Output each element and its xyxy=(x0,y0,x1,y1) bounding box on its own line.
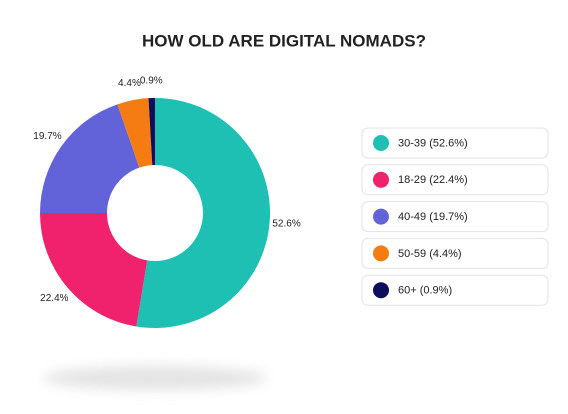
legend-box xyxy=(361,164,549,196)
data-label: 0.9% xyxy=(140,76,163,87)
slice xyxy=(136,98,271,328)
legend-swatch xyxy=(373,282,389,299)
legend-swatch xyxy=(373,171,389,188)
legend-swatch xyxy=(373,135,389,151)
legend-box xyxy=(361,127,549,159)
legend-label: 30-39 (52.6%) xyxy=(398,137,468,149)
data-label: 19.7% xyxy=(33,131,61,142)
chart-title: HOW OLD ARE DIGITAL NOMADS? xyxy=(142,31,426,50)
legend-label: 18-29 (22.4%) xyxy=(398,174,468,186)
legend-swatch xyxy=(373,208,389,225)
legend-swatch xyxy=(373,245,389,262)
slice xyxy=(40,213,148,327)
legend-box xyxy=(361,274,549,306)
legend-label: 50-59 (4.4%) xyxy=(398,248,462,260)
pie: 52.6% 22.4% 19.7% 4.4% 0.9% xyxy=(33,76,301,328)
slice xyxy=(117,98,153,168)
legend-label: 40-49 (19.7%) xyxy=(398,211,468,223)
legend: 30-39 (52.6%) 18-29 (22.4%) 40-49 (19.7%) 5… xyxy=(361,127,549,306)
slice xyxy=(148,98,155,166)
shadow xyxy=(43,366,267,390)
data-label: 22.4% xyxy=(40,293,68,304)
slice xyxy=(40,104,140,213)
data-label: 52.6% xyxy=(272,218,300,229)
legend-box xyxy=(361,237,549,269)
legend-label: 60+ (0.9%) xyxy=(398,285,452,297)
data-label: 4.4% xyxy=(118,78,141,89)
legend-box xyxy=(361,201,549,233)
